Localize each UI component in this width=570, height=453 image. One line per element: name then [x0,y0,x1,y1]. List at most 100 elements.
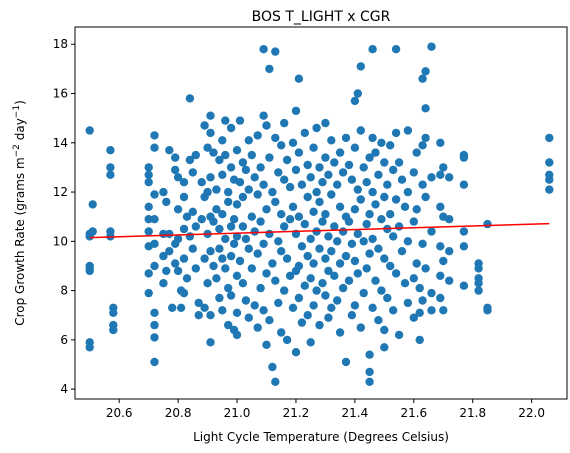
data-point [353,229,362,239]
trend-line [89,222,550,239]
data-point [109,325,118,335]
data-point [421,264,430,273]
data-point [206,247,215,256]
data-point [235,178,245,187]
data-point [483,306,492,315]
y-axis-title-sup2: −1 [12,105,22,118]
data-point [288,202,298,211]
data-point [106,163,115,172]
data-point [144,163,153,172]
data-point [206,311,215,320]
data-point [335,328,345,337]
data-point [173,205,183,214]
data-point [380,192,389,202]
data-point [185,155,195,165]
data-point [412,148,421,157]
y-axis-title-end: ) [13,100,27,105]
y-tick-label: 16 [53,87,68,101]
data-point [179,254,189,263]
y-tick-label: 18 [53,37,68,51]
data-point [474,279,483,288]
data-point [415,308,424,317]
data-point [427,306,436,315]
data-point [321,254,330,263]
data-point [159,187,168,197]
data-point [259,111,268,120]
data-point [365,350,374,359]
data-point [391,195,401,204]
data-point [368,303,377,312]
data-point [274,237,283,246]
data-point [221,116,230,125]
data-point [459,281,469,290]
data-point [300,281,309,290]
data-point [321,118,330,128]
data-point [244,244,253,253]
data-point [191,264,200,273]
data-point [303,192,312,202]
data-point [274,298,283,308]
data-point [238,158,248,167]
data-point [436,170,445,179]
data-point [291,348,301,357]
data-point [338,283,348,293]
data-point [300,219,309,229]
data-point [282,155,292,165]
data-point [297,318,307,327]
chart-title: BOS T_LIGHT x CGR [252,9,391,25]
y-tick-label: 8 [60,284,68,298]
data-point [162,197,171,207]
data-point [318,279,327,288]
data-point [400,202,410,211]
data-point [238,279,248,288]
data-point [415,335,424,345]
data-point [474,264,483,273]
data-point [262,340,271,349]
data-point [224,187,233,197]
data-point [241,234,251,244]
data-point [436,138,445,147]
data-point [327,190,336,199]
data-point [238,222,248,231]
data-point [421,192,430,202]
data-point [262,121,271,130]
data-point [235,116,245,125]
data-point [188,244,197,253]
data-point [215,293,224,303]
data-point [386,210,395,219]
data-point [232,308,242,317]
data-point [247,150,256,160]
data-point [271,197,280,207]
data-point [338,227,348,236]
data-point [400,279,410,288]
data-point [253,323,262,332]
x-tick-label: 21.2 [283,406,310,420]
data-point [439,256,448,266]
data-point [350,143,360,152]
data-point [165,146,174,155]
data-point [215,155,224,165]
data-point [203,143,212,152]
data-point [291,106,301,116]
data-point [309,207,318,216]
data-point [171,259,180,268]
data-point [294,293,304,303]
data-point [365,153,374,162]
data-point [327,247,336,256]
data-point [265,64,274,74]
data-point [318,217,327,226]
data-point [347,239,357,248]
data-point [409,217,418,226]
data-point [353,269,362,278]
data-point [182,212,192,221]
data-point [159,279,168,288]
x-tick-label: 21.0 [224,406,251,420]
data-point [421,133,430,143]
data-point [271,133,280,143]
data-point [391,45,401,54]
data-point [445,276,454,285]
data-point [280,175,289,184]
data-point [356,323,365,332]
data-point [150,239,159,248]
data-point [330,222,339,231]
